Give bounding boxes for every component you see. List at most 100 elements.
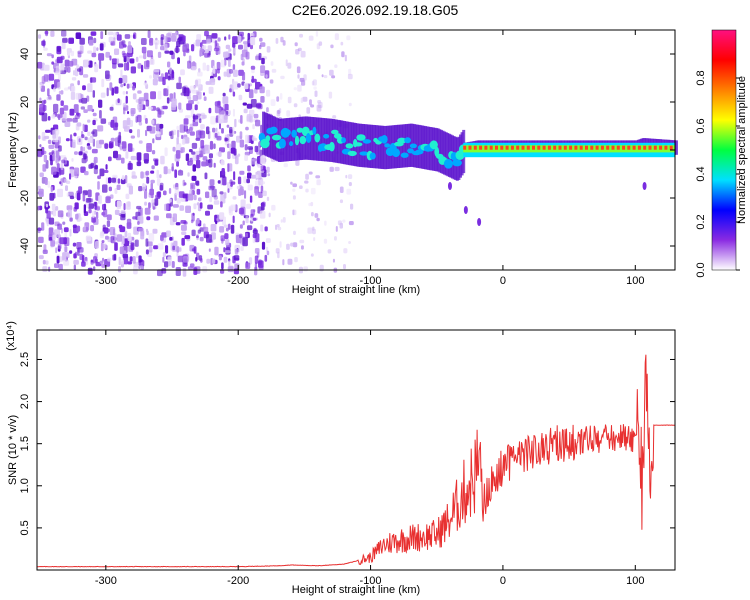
noise-speckle bbox=[141, 38, 147, 45]
noise-speckle bbox=[213, 47, 220, 52]
noise-speckle bbox=[225, 239, 230, 246]
noise-speckle bbox=[132, 93, 137, 100]
noise-speckle bbox=[69, 229, 72, 237]
noise-speckle bbox=[81, 94, 84, 99]
noise-speckle bbox=[67, 60, 74, 67]
colorbar-tick-label: 0.0 bbox=[695, 262, 707, 277]
noise-speckle bbox=[63, 178, 68, 183]
noise-speckle bbox=[68, 37, 74, 44]
noise-speckle bbox=[49, 236, 53, 241]
noise-speckle bbox=[258, 191, 263, 198]
noise-speckle bbox=[292, 209, 297, 216]
noise-speckle bbox=[260, 124, 263, 134]
noise-speckle bbox=[83, 109, 88, 113]
noise-speckle bbox=[66, 205, 73, 211]
ridge-halo bbox=[373, 125, 377, 169]
noise-speckle bbox=[227, 188, 230, 193]
noise-speckle bbox=[101, 78, 105, 88]
noise-speckle bbox=[168, 188, 172, 194]
noise-speckle bbox=[141, 64, 144, 73]
noise-speckle bbox=[126, 83, 130, 89]
noise-speckle bbox=[215, 127, 218, 132]
noise-speckle bbox=[245, 126, 249, 131]
noise-speckle bbox=[265, 74, 268, 78]
noise-speckle bbox=[189, 126, 193, 132]
noise-speckle bbox=[193, 267, 198, 275]
noise-speckle bbox=[238, 44, 243, 50]
noise-speckle bbox=[122, 253, 128, 259]
noise-speckle bbox=[79, 37, 85, 45]
ridge-halo bbox=[270, 115, 273, 159]
noise-speckle bbox=[37, 148, 43, 157]
ridge-peak bbox=[627, 145, 631, 150]
noise-speckle bbox=[132, 34, 136, 39]
noise-speckle bbox=[159, 182, 164, 191]
noise-speckle bbox=[305, 188, 309, 193]
ridge-halo bbox=[324, 118, 327, 162]
noise-speckle bbox=[182, 86, 187, 94]
noise-speckle bbox=[218, 114, 224, 124]
noise-speckle bbox=[266, 89, 271, 97]
noise-speckle bbox=[122, 146, 127, 152]
ridge-halo bbox=[327, 118, 331, 162]
noise-speckle bbox=[142, 186, 146, 191]
noise-speckle bbox=[91, 52, 97, 58]
ridge-peak bbox=[473, 145, 477, 150]
noise-speckle bbox=[232, 42, 236, 48]
noise-speckle bbox=[250, 37, 256, 46]
noise-speckle bbox=[248, 89, 254, 99]
noise-speckle bbox=[76, 122, 82, 127]
noise-speckle bbox=[251, 78, 257, 83]
noise-speckle bbox=[63, 227, 69, 233]
noise-speckle bbox=[155, 42, 158, 50]
noise-speckle bbox=[73, 253, 77, 259]
noise-speckle bbox=[260, 224, 264, 232]
noise-speckle bbox=[240, 53, 244, 61]
noise-speckle bbox=[122, 44, 127, 48]
noise-speckle bbox=[244, 151, 251, 156]
noise-speckle bbox=[60, 90, 64, 95]
ridge-peak bbox=[590, 145, 594, 150]
ridge-peak bbox=[495, 145, 498, 150]
noise-speckle bbox=[47, 181, 50, 188]
noise-speckle bbox=[293, 230, 296, 235]
noise-speckle bbox=[183, 125, 188, 132]
noise-speckle bbox=[342, 219, 346, 223]
noise-speckle bbox=[49, 192, 55, 201]
noise-speckle bbox=[348, 102, 352, 107]
noise-speckle bbox=[147, 241, 153, 247]
noise-speckle bbox=[130, 34, 133, 38]
ridge-blob bbox=[289, 141, 294, 147]
noise-speckle bbox=[172, 213, 177, 223]
noise-speckle bbox=[234, 155, 239, 165]
noise-speckle bbox=[156, 131, 161, 138]
noise-speckle bbox=[193, 203, 197, 210]
noise-speckle bbox=[138, 121, 143, 126]
noise-speckle bbox=[132, 216, 137, 220]
noise-speckle bbox=[237, 35, 242, 43]
noise-speckle bbox=[328, 91, 333, 99]
noise-speckle bbox=[218, 107, 222, 117]
noise-speckle bbox=[88, 164, 93, 169]
noise-speckle bbox=[76, 225, 81, 232]
noise-speckle bbox=[138, 255, 142, 263]
noise-speckle bbox=[101, 212, 106, 216]
noise-speckle bbox=[96, 211, 99, 219]
noise-speckle bbox=[37, 205, 40, 211]
noise-speckle bbox=[87, 50, 93, 54]
noise-speckle bbox=[77, 52, 82, 58]
ridge-peak bbox=[595, 145, 599, 150]
noise-speckle bbox=[302, 96, 308, 102]
ridge-halo bbox=[406, 123, 410, 168]
noise-speckle bbox=[68, 190, 74, 196]
noise-speckle bbox=[114, 209, 120, 215]
noise-speckle bbox=[100, 31, 104, 40]
ridge-peak bbox=[479, 145, 483, 150]
noise-speckle bbox=[212, 127, 216, 133]
noise-speckle bbox=[230, 183, 233, 187]
noise-speckle bbox=[221, 168, 225, 176]
noise-speckle bbox=[339, 186, 344, 193]
noise-speckle bbox=[204, 144, 210, 154]
noise-speckle bbox=[46, 219, 49, 227]
ridge-blob bbox=[384, 143, 391, 148]
